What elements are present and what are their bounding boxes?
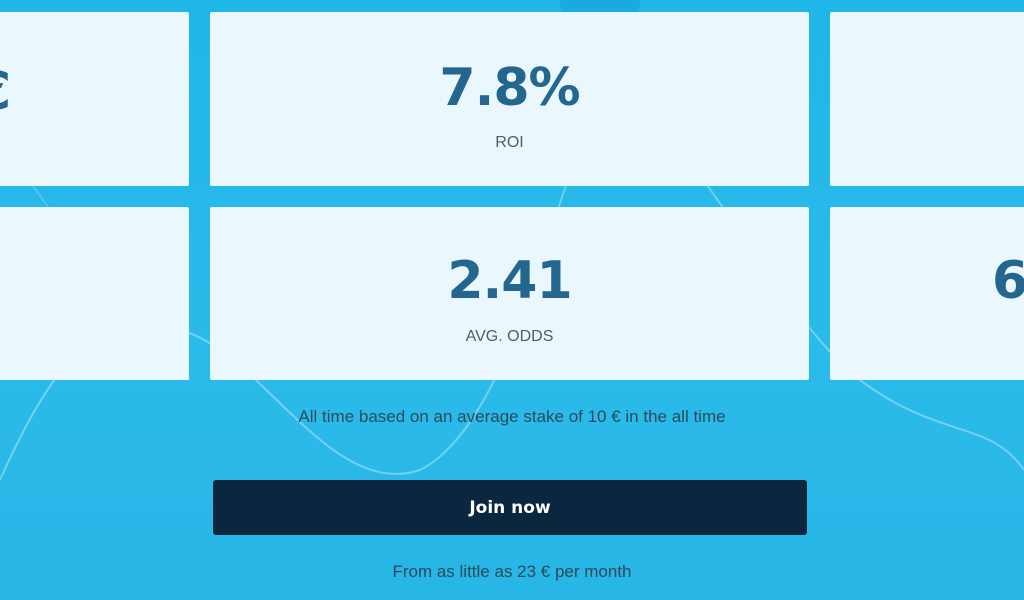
stat-card-partial-left-bottom [0, 207, 189, 380]
stat-value: 6 [992, 251, 1024, 311]
stat-card-roi: 7.8% ROI [210, 12, 809, 186]
stat-card-partial-left-top: € [0, 12, 189, 186]
stat-card-avg-odds: 2.41 AVG. ODDS [210, 207, 809, 380]
stat-value: € [0, 62, 184, 122]
price-note: From as little as 23 € per month [392, 562, 632, 581]
stat-value: 7.8% [439, 58, 580, 118]
stat-card-partial-right-bottom: 6 [830, 207, 1024, 380]
stat-label: AVG. ODDS [465, 328, 554, 345]
stake-note: All time based on an average stake of 10… [298, 407, 726, 426]
join-now-button[interactable]: Join now [213, 480, 807, 535]
stat-label: ROI [495, 134, 524, 151]
stat-card-partial-right-top [830, 12, 1024, 186]
stat-value: 2.41 [447, 251, 572, 311]
